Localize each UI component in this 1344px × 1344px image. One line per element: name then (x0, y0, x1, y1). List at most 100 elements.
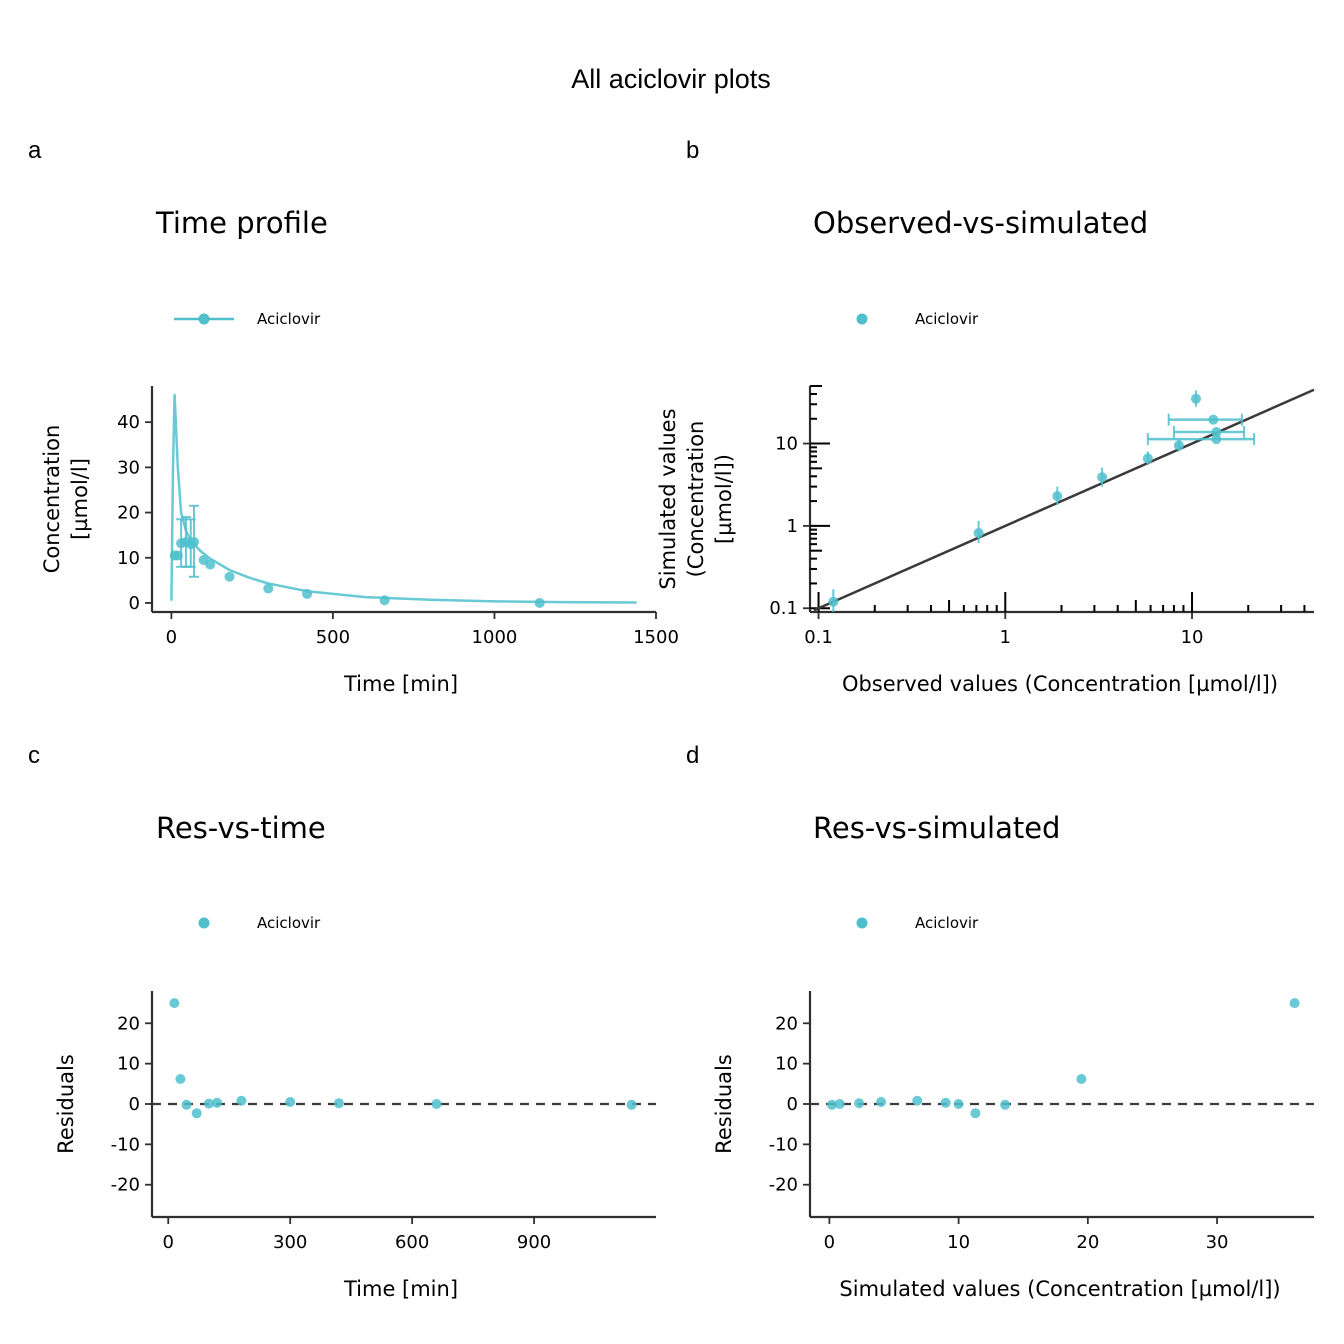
x-tick-label: 1500 (633, 627, 679, 648)
y-tick-label: 40 (117, 412, 140, 433)
x-tick-label: 0.1 (804, 627, 833, 648)
y-axis-title-line: Residuals (54, 1054, 78, 1154)
y-tick-label: -20 (769, 1175, 798, 1196)
x-tick-label: 30 (1206, 1232, 1229, 1253)
y-axis-title-line: Residuals (712, 1054, 736, 1154)
panel-b-observed-vs-simulated: b Observed-vs-simulated Aciclovir 0.1 1 10 0.1… (656, 137, 1315, 696)
data-point (854, 1098, 865, 1109)
data-point (828, 596, 839, 607)
panel-title: Res-vs-simulated (813, 811, 1060, 845)
x-axis-title: Time [min] (343, 672, 458, 696)
observed-point (379, 595, 390, 606)
data-point (1289, 998, 1300, 1009)
observed-point (205, 559, 216, 570)
data-point (834, 1099, 845, 1109)
y-tick-label: -20 (111, 1175, 140, 1196)
panel-tag: a (28, 137, 42, 164)
legend-point-swatch (856, 917, 868, 929)
y-axis-title: Residuals (54, 1054, 78, 1154)
data-point (1211, 427, 1222, 438)
data-point (970, 1108, 981, 1119)
data-point (876, 1096, 887, 1107)
x-tick-label: 1 (1000, 627, 1011, 648)
data-point (1190, 393, 1201, 404)
y-tick-label: 0.1 (769, 598, 798, 619)
data-point (431, 1099, 442, 1109)
data-point (826, 1099, 837, 1110)
x-tick-label: 0 (163, 1232, 174, 1253)
identity-line (813, 388, 1315, 612)
y-tick-label: 10 (775, 1054, 798, 1075)
x-axis-title: Observed values (Concentration [µmol/l]) (842, 672, 1278, 696)
y-tick-label: 20 (117, 503, 140, 524)
panel-c-res-vs-time: c Res-vs-time Aciclovir 0 300 600 900 -20 -10 0 10… (28, 742, 656, 1301)
legend-label: Aciclovir (915, 914, 979, 932)
data-point (940, 1097, 951, 1108)
y-axis-title-line: [µmol/l] (68, 458, 92, 540)
y-axis-title-line: Concentration (40, 425, 64, 574)
data-point (181, 1099, 192, 1110)
data-point (1076, 1073, 1087, 1084)
data-point (1142, 453, 1153, 464)
panel-d-res-vs-simulated: d Res-vs-simulated Aciclovir 0 10 20 30 -20 -10 0… (686, 742, 1314, 1301)
x-tick-label: 900 (517, 1232, 551, 1253)
panel-title: Time profile (155, 206, 328, 240)
panel-tag: c (28, 742, 40, 769)
x-tick-label: 500 (316, 627, 350, 648)
data-point (1097, 472, 1108, 483)
x-axis-title: Time [min] (343, 1277, 458, 1301)
panel-a-time-profile: a Time profile Aciclovir 0 500 1000 1500 0 10 20 3… (28, 137, 679, 696)
x-axis-title: Simulated values (Concentration [µmol/l]… (839, 1277, 1280, 1301)
panel-title: Res-vs-time (156, 811, 326, 845)
data-point (1000, 1099, 1011, 1110)
data-point (191, 1108, 202, 1119)
x-tick-label: 20 (1076, 1232, 1099, 1253)
panel-tag: d (686, 742, 699, 769)
y-axis-title-line: Simulated values (656, 408, 680, 589)
data-point (169, 998, 180, 1009)
data-point (175, 1073, 186, 1084)
y-tick-label: 1 (787, 516, 798, 537)
legend-point-swatch (198, 917, 210, 929)
panel-tag: b (686, 137, 699, 164)
x-tick-label: 1000 (472, 627, 518, 648)
y-tick-label: 10 (117, 1054, 140, 1075)
y-axis-title-line: (Concentration (684, 421, 708, 578)
data-point (1211, 434, 1222, 445)
legend-point-swatch (856, 313, 868, 325)
x-tick-label: 600 (395, 1232, 429, 1253)
x-tick-label: 300 (273, 1232, 307, 1253)
observed-point (302, 588, 313, 599)
x-tick-label: 0 (824, 1232, 835, 1253)
y-tick-label: 0 (129, 1094, 140, 1115)
y-tick-label: 0 (787, 1094, 798, 1115)
y-axis-title: Concentration [µmol/l] (40, 425, 92, 574)
data-point (1208, 414, 1219, 425)
data-point (236, 1095, 247, 1106)
data-point (212, 1097, 223, 1108)
y-tick-label: 0 (129, 593, 140, 614)
data-point (333, 1098, 344, 1109)
y-tick-label: 10 (775, 434, 798, 455)
y-tick-label: 10 (117, 548, 140, 569)
data-point (285, 1096, 296, 1107)
legend-label: Aciclovir (915, 310, 979, 328)
observed-point (224, 571, 235, 582)
y-tick-label: 20 (775, 1013, 798, 1034)
figure-title: All aciclovir plots (571, 64, 771, 94)
data-point (626, 1099, 637, 1110)
panel-title: Observed-vs-simulated (813, 206, 1148, 240)
data-point (912, 1095, 923, 1106)
y-axis-title: Simulated values (Concentration [µmol/l]) (656, 408, 736, 589)
observed-point (263, 583, 274, 594)
data-point (953, 1099, 964, 1109)
y-tick-label: -10 (769, 1134, 798, 1155)
y-tick-label: 30 (117, 457, 140, 478)
observed-point (189, 536, 199, 547)
legend-label: Aciclovir (257, 310, 321, 328)
data-point (203, 1098, 214, 1109)
simulated-curve (170, 393, 637, 604)
y-tick-label: -10 (111, 1134, 140, 1155)
observed-point (534, 597, 545, 608)
